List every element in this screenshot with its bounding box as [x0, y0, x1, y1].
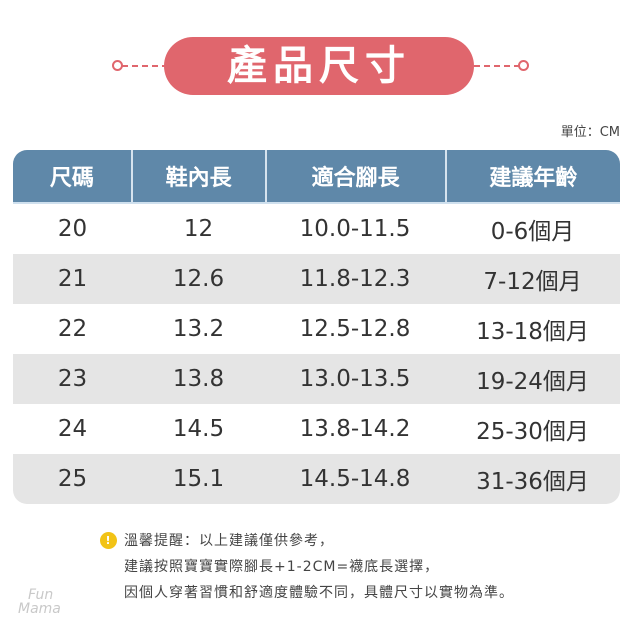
table-cell: 24	[57, 416, 88, 442]
table-cell: 31-36個月	[476, 469, 589, 495]
warning-icon: !	[100, 532, 117, 549]
logo-line: Mama	[18, 601, 61, 617]
table-header: 尺碼 鞋內長 適合腳長 建議年齡	[13, 150, 620, 204]
table-cell: 19-24個月	[476, 369, 589, 395]
header-cell: 建議年齡	[489, 166, 578, 191]
table-cell: 23	[57, 366, 88, 392]
table-cell: 15.1	[172, 466, 225, 492]
table-row: 20 12 10.0-11.5 0-6個月	[13, 204, 620, 254]
table-cell: 14.5	[172, 416, 225, 442]
table-cell: 13.8-14.2	[299, 416, 411, 442]
table-cell: 14.5-14.8	[299, 466, 411, 492]
table-cell: 12	[183, 216, 214, 242]
table-cell: 25-30個月	[476, 419, 589, 445]
table-cell: 21	[57, 266, 88, 292]
page-title: 產品尺寸	[164, 37, 474, 95]
table-cell: 20	[57, 216, 88, 242]
title-decoration-dot-right	[518, 60, 529, 71]
table-cell: 13.8	[172, 366, 225, 392]
table-cell: 13-18個月	[476, 319, 589, 345]
table-row: 21 12.6 11.8-12.3 7-12個月	[13, 254, 620, 304]
header-cell: 鞋內長	[133, 150, 267, 202]
table-cell: 12.5-12.8	[299, 316, 411, 342]
unit-label: 單位：CM	[560, 125, 620, 140]
note-line: 建議按照寶寶實際腳長+1-2CM=襪底長選擇，	[124, 559, 440, 575]
table-cell: 13.2	[172, 316, 225, 342]
logo-line: Fun	[28, 587, 54, 603]
table-cell: 7-12個月	[483, 269, 582, 295]
header-cell: 適合腳長	[267, 150, 447, 202]
table-cell: 11.8-12.3	[299, 266, 411, 292]
notes: ! 溫馨提醒：以上建議僅供參考， 建議按照寶寶實際腳長+1-2CM=襪底長選擇，…	[100, 528, 514, 606]
table-row: 24 14.5 13.8-14.2 25-30個月	[13, 404, 620, 454]
size-table: 尺碼 鞋內長 適合腳長 建議年齡 20 12 10.0-11.5 0-6個月 21 12.…	[13, 150, 620, 504]
table-row: 25 15.1 14.5-14.8 31-36個月	[13, 454, 620, 504]
table-cell: 22	[57, 316, 88, 342]
table-cell: 13.0-13.5	[299, 366, 411, 392]
table-row: 22 13.2 12.5-12.8 13-18個月	[13, 304, 620, 354]
table-cell: 10.0-11.5	[299, 216, 411, 242]
note-line: 因個人穿著習慣和舒適度體驗不同，具體尺寸以實物為準。	[124, 585, 514, 601]
title-decoration-dash-left	[122, 65, 168, 67]
header-cell: 尺碼	[13, 150, 133, 202]
table-row: 23 13.8 13.0-13.5 19-24個月	[13, 354, 620, 404]
watermark-logo: Fun Mama	[18, 588, 61, 616]
title-decoration-dash-right	[474, 65, 520, 67]
table-cell: 25	[57, 466, 88, 492]
table-body: 20 12 10.0-11.5 0-6個月 21 12.6 11.8-12.3 7-12個月 2…	[13, 204, 620, 504]
table-cell: 12.6	[172, 266, 225, 292]
table-cell: 0-6個月	[490, 219, 575, 245]
note-line: 溫馨提醒：以上建議僅供參考，	[124, 533, 334, 549]
